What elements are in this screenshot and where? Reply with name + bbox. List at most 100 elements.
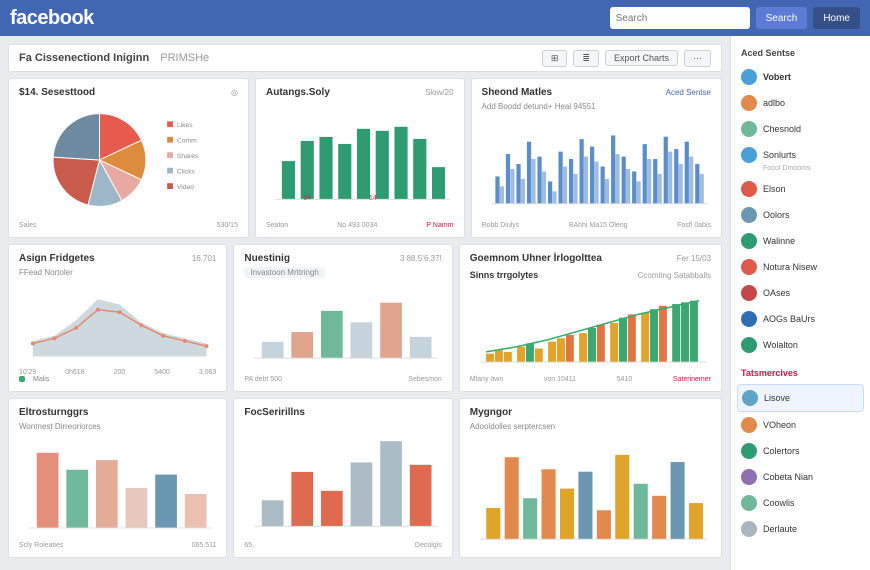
card-bar3-title: Nuestinig — [244, 253, 290, 264]
sidebar-item-notura-nisew[interactable]: Notura Nisew — [737, 254, 864, 280]
page-header: Fa Cissenectiond Iniginn PRIMSHe ⊞ ≣ Exp… — [8, 44, 722, 72]
sidebar-item-elson[interactable]: Elson — [737, 176, 864, 202]
bar1-legend-r: P Namm — [426, 222, 453, 229]
bar5-footer-r: Decolgis — [415, 542, 442, 549]
logo[interactable]: facebook — [10, 7, 94, 30]
bar5-footer-l: 65, — [244, 542, 254, 549]
card-bar2-title: Sheond Matles — [482, 87, 553, 98]
pie-footer-l: Sales — [19, 222, 37, 229]
sidebar-item-label: Wolalton — [763, 340, 798, 350]
pie-chart: LikesCommSharesClicksVideo — [19, 102, 238, 218]
card-area1-sub: FFead Nortoler — [19, 268, 216, 277]
view-list-toggle[interactable]: ≣ — [573, 50, 599, 67]
sidebar-dot-icon — [741, 417, 757, 433]
search-input[interactable] — [610, 7, 750, 29]
card-growth-title: Goemnom Uhner İrlogolttea — [470, 253, 602, 264]
bar2-chart — [482, 115, 711, 218]
more-button[interactable]: ⋯ — [684, 50, 711, 67]
card-bar3-meta: 3 88.5’6.37! — [400, 254, 442, 263]
area1-x2: 200 — [114, 369, 126, 376]
sidebar-item-label: Lisove — [764, 393, 790, 403]
sidebar-item-label: Chesnold — [763, 124, 801, 134]
svg-text:14: 14 — [369, 194, 377, 201]
sidebar-item-voheon[interactable]: VOheon — [737, 412, 864, 438]
sidebar-item-label: Colertors — [763, 446, 800, 456]
sidebar-dot-icon — [741, 121, 757, 137]
growth-x0: Mlany own — [470, 376, 503, 383]
pie-footer-r: 530/15 — [217, 222, 238, 229]
card-bar2-subtitle: Add Boodd detund+ Heal 94551 — [482, 102, 711, 111]
sidebar-item-adlbo[interactable]: adlbo — [737, 90, 864, 116]
sidebar-item-colertors[interactable]: Colertors — [737, 438, 864, 464]
sidebar-dot-icon — [741, 207, 757, 223]
sidebar-item-vobert[interactable]: Vobert — [737, 64, 864, 90]
bar4-footer-r: 065.511 — [192, 542, 217, 549]
card-growth-submeta: Ccomitng Satabballs — [638, 271, 711, 280]
svg-text:Shares: Shares — [177, 153, 199, 160]
card-bar3: Nuestinig 3 88.5’6.37! Invastoon Mrttrin… — [233, 244, 452, 392]
sidebar-item-wolalton[interactable]: Wolalton — [737, 332, 864, 358]
sidebar-item-label: Sonlurts — [763, 150, 796, 160]
bar3-footer-r: Sebesmon — [408, 376, 441, 383]
card-pie-meta: ◎ — [231, 88, 238, 97]
bar2-xl-0: Robb Diulys — [482, 222, 520, 229]
sidebar-item-coowlis[interactable]: Coowlis — [737, 490, 864, 516]
card-bar4-sub: Wontnest Dirreoriorces — [19, 422, 216, 431]
view-grid-toggle[interactable]: ⊞ — [542, 50, 568, 67]
sidebar-title: Aced Sentse — [741, 48, 864, 58]
bar3-chart — [244, 281, 441, 372]
export-button[interactable]: Export Charts — [605, 50, 678, 66]
card-bar2-link[interactable]: Aced Sentse — [666, 88, 711, 97]
sidebar-dot-icon — [741, 285, 757, 301]
area1-x1: 0h618 — [65, 369, 84, 376]
sidebar-item-oases[interactable]: OAses — [737, 280, 864, 306]
sidebar-item-cobeta-nian[interactable]: Cobeta Nian — [737, 464, 864, 490]
card-area1: Asign Fridgetes 16.701 FFead Nortoler 10… — [8, 244, 227, 392]
bar1-legend-l: Seaton — [266, 222, 288, 229]
sidebar-item-oolors[interactable]: Oolors — [737, 202, 864, 228]
sidebar-dot-icon — [741, 147, 757, 163]
sidebar-dot-icon — [741, 495, 757, 511]
card-bar3-sub: Invastoon Mrttringh — [244, 267, 324, 278]
sidebar-item-label: Derlaute — [763, 524, 797, 534]
area1-chart — [19, 281, 216, 365]
bar1-chart: 24 14 — [266, 102, 454, 218]
sidebar-item-chesnold[interactable]: Chesnold — [737, 116, 864, 142]
bar4-footer-l: Scly Roleaties — [19, 542, 63, 549]
card-bar2: Sheond Matles Aced Sentse Add Boodd detu… — [471, 78, 722, 238]
sidebar-item-aogs-baurs[interactable]: AOGs BaUrs — [737, 306, 864, 332]
svg-text:Video: Video — [177, 184, 194, 191]
card-area1-meta: 16.701 — [192, 254, 216, 263]
sidebar-dot-icon — [741, 311, 757, 327]
sidebar-dot-icon — [741, 95, 757, 111]
growth-chart — [470, 284, 711, 372]
card-growth-sub: Sinns trrgolytes — [470, 270, 539, 280]
sidebar-item-label: Cobeta Nian — [763, 472, 813, 482]
home-button[interactable]: Home — [813, 7, 860, 29]
sidebar-item-label: OAses — [763, 288, 790, 298]
sidebar-item-label: AOGs BaUrs — [763, 314, 815, 324]
sidebar-dot-icon — [741, 69, 757, 85]
sidebar-dot-icon — [741, 469, 757, 485]
sidebar-item-sub: Foool Dmooms — [763, 165, 864, 172]
svg-text:Clicks: Clicks — [177, 169, 196, 176]
card-pie-title: $14. Sesesttood — [19, 87, 95, 98]
svg-text:24: 24 — [303, 194, 311, 201]
card-bar5: FocSeririllns 65, Decolgis — [233, 398, 452, 558]
page-title: Cissenectiond Iniginn — [35, 52, 149, 64]
search-button[interactable]: Search — [756, 7, 808, 29]
sidebar-item-derlaute[interactable]: Derlaute — [737, 516, 864, 542]
bar2-xl-1: BAhhi Ma15 Oleng — [569, 222, 628, 229]
bar3-footer-l: PA debt 500 — [244, 376, 282, 383]
main-content: Fa Cissenectiond Iniginn PRIMSHe ⊞ ≣ Exp… — [0, 36, 730, 570]
sidebar-item-label: Oolors — [763, 210, 790, 220]
sidebar-item-walinne[interactable]: Walinne — [737, 228, 864, 254]
card-bar5-title: FocSeririllns — [244, 407, 305, 418]
card-bar1-meta: Slow/20 — [425, 88, 453, 97]
sidebar: Aced Sentse Vobertadlbo Chesnold Sonlurts F… — [730, 36, 870, 570]
growth-legend: Saterinemer — [673, 376, 711, 383]
sidebar-item-lisove[interactable]: Lisove — [737, 384, 864, 412]
card-area1-title: Asign Fridgetes — [19, 253, 95, 264]
svg-text:Comm: Comm — [177, 138, 197, 145]
card-growth: Goemnom Uhner İrlogolttea Fer 15/03 Sinn… — [459, 244, 722, 392]
